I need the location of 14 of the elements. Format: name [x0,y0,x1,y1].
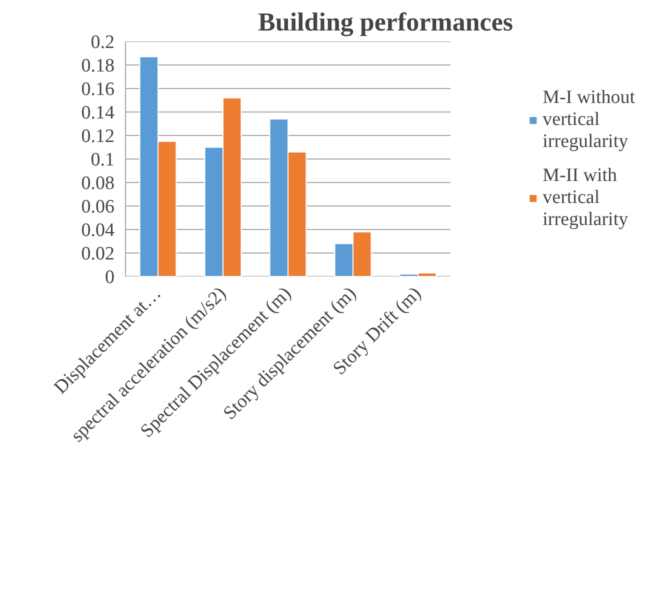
y-tick-label: 0.16 [81,79,114,100]
y-tick-label: 0.04 [81,220,115,241]
y-tick-label: 0.14 [81,102,115,124]
legend-label: M-II with vertical irregularity [542,164,628,230]
y-tick-label: 0.2 [90,32,114,53]
y-tick-label: 0.12 [81,126,114,147]
y-tick-label: 0.08 [81,173,114,194]
y-tick-label: 0 [105,267,114,288]
chart-title: Building performances [258,8,513,36]
y-tick-label: 0.02 [81,244,114,264]
legend-label: M-I without vertical irregularity [542,86,635,152]
y-tick-label: 0.18 [81,56,114,76]
y-tick-label: 0.06 [81,196,114,218]
y-tick-label: 0.1 [90,150,114,170]
